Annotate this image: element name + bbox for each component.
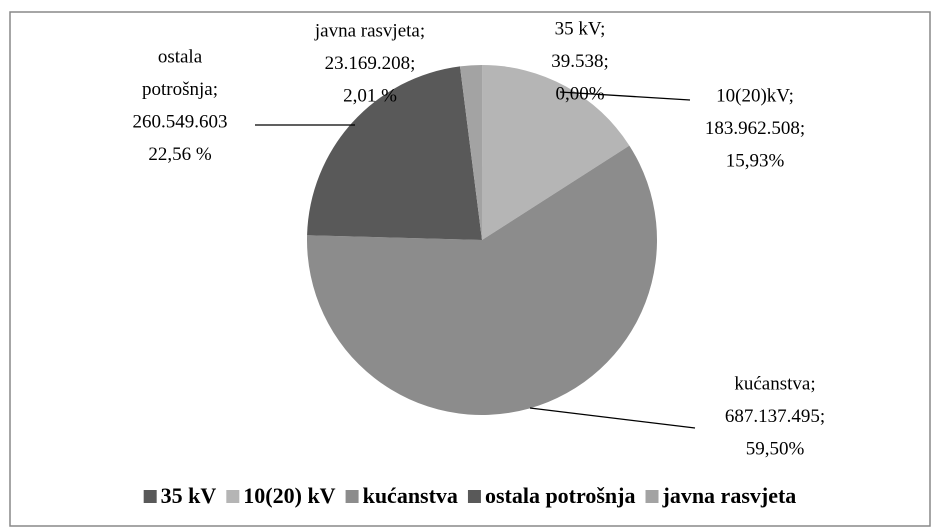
pie-slice (459, 65, 482, 240)
leader-line (559, 91, 691, 101)
leader-line (529, 407, 696, 429)
data-label-value: 687.137.495; (725, 406, 825, 427)
data-label-name: ostala (158, 46, 203, 67)
data-label-percent: 59,50% (746, 438, 805, 459)
data-label-name: kućanstva; (734, 373, 815, 394)
legend-swatch (143, 490, 157, 503)
data-label-name: 35 kV; (555, 18, 606, 39)
data-label-percent: 2,01 % (343, 85, 397, 106)
pie-slice (307, 66, 482, 240)
legend-label: kućanstva (363, 483, 458, 508)
pie-slice (306, 145, 657, 416)
legend-swatch (645, 490, 659, 503)
legend-swatch (467, 490, 481, 503)
data-label-value: 23.169.208; (325, 53, 416, 74)
data-label-name: 10(20)kV; (716, 85, 794, 106)
data-label-value: 260.549.603 (133, 111, 228, 132)
legend-swatch (345, 490, 359, 503)
data-label-percent: 15,93% (726, 150, 785, 171)
data-label-percent: 0,00% (555, 83, 604, 104)
data-label-value: 39.538; (551, 51, 609, 72)
legend-label: ostala potrošnja (485, 483, 636, 508)
pie-slice (482, 65, 630, 241)
legend-swatch (226, 490, 240, 503)
data-label-name: javna rasvjeta; (314, 20, 425, 41)
legend-label: 10(20) kV (243, 483, 335, 508)
legend-label: javna rasvjeta (662, 483, 797, 508)
data-label-name: potrošnja; (142, 79, 218, 100)
data-label-percent: 22,56 % (148, 144, 212, 165)
legend-label: 35 kV (161, 483, 217, 508)
data-label-value: 183.962.508; (705, 118, 805, 139)
